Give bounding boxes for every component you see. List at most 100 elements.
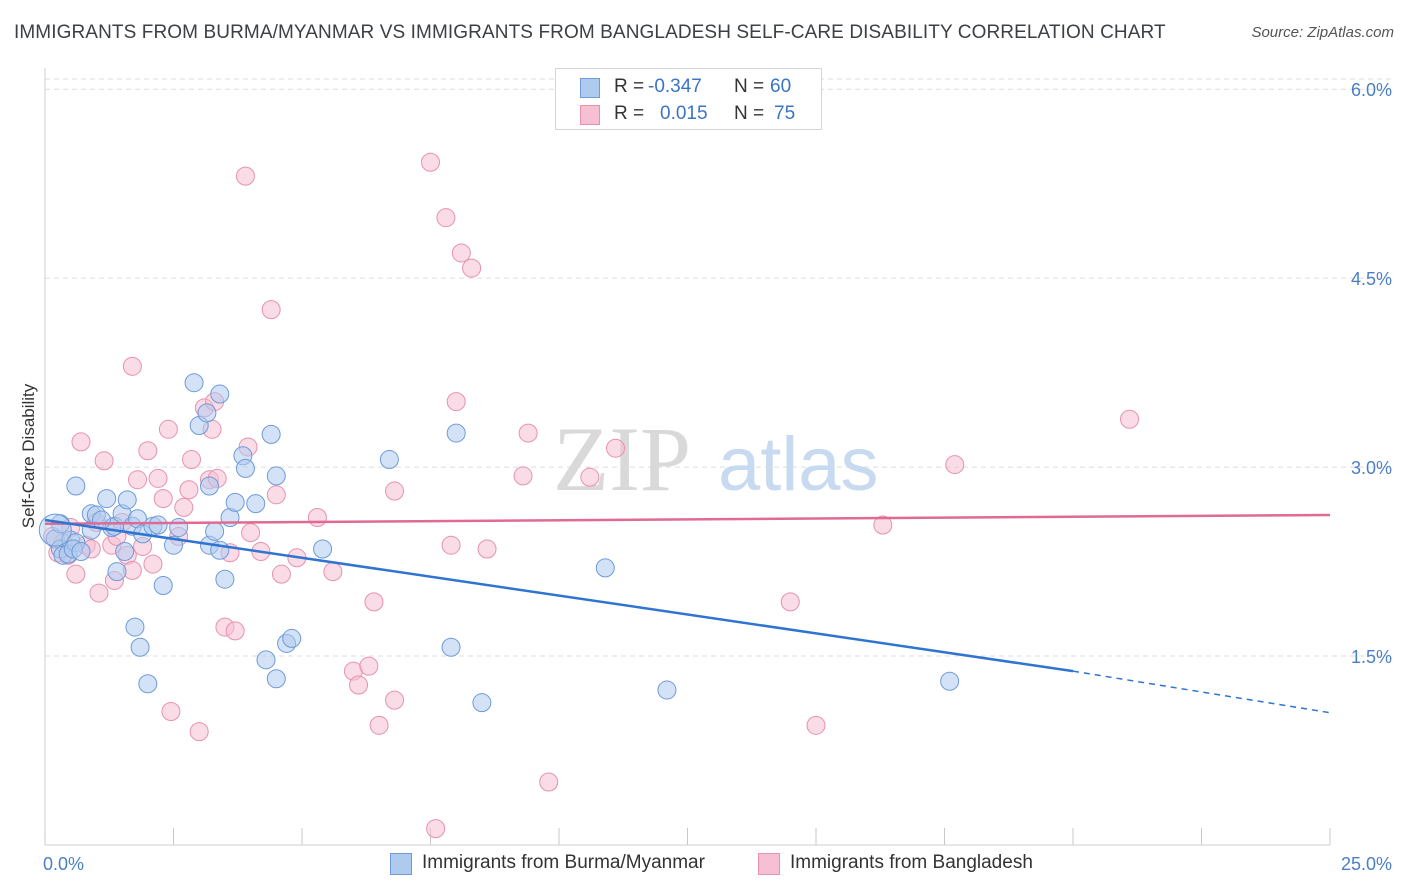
data-point-bangladesh [945, 455, 965, 475]
legend-row-bangladesh: R = 0.015 N = 75 [556, 101, 821, 129]
data-point-burma [169, 518, 189, 538]
data-point-bangladesh [179, 480, 199, 500]
data-point-bangladesh [421, 152, 440, 172]
data-point-bangladesh [266, 485, 286, 505]
data-point-burma [130, 637, 150, 657]
trend-lines [44, 513, 1331, 714]
data-point-burma [446, 423, 466, 443]
legend-r-value: 0.015 [660, 103, 708, 124]
data-point-burma [205, 521, 225, 541]
data-point-bangladesh [161, 701, 181, 721]
data-point-bangladesh [71, 432, 91, 452]
data-point-bangladesh [873, 515, 893, 535]
data-point-bangladesh [369, 715, 389, 735]
data-point-bangladesh [385, 690, 405, 710]
data-point-bangladesh [441, 535, 461, 555]
tick-labels: 1.5% 3.0% 4.5% 6.0% 0.0% 25.0% [43, 80, 1392, 874]
data-point-bangladesh [539, 772, 559, 792]
legend-n-value: 75 [774, 103, 796, 124]
data-point-burma [657, 680, 677, 700]
y-tick-label: 3.0% [1351, 458, 1392, 478]
data-point-burma [940, 671, 960, 691]
data-point-bangladesh [143, 554, 163, 574]
data-point-bangladesh [241, 523, 261, 543]
data-point-bangladesh [436, 208, 456, 228]
data-point-burma [472, 693, 492, 713]
data-point-burma [148, 515, 168, 535]
trend-line-bangladesh [44, 513, 1331, 526]
data-point-burma [115, 541, 135, 561]
data-point-bangladesh [426, 819, 446, 839]
data-point-bangladesh [806, 715, 826, 735]
chart-title: IMMIGRANTS FROM BURMA/MYANMAR VS IMMIGRA… [14, 22, 1166, 43]
bottom-legend-swatch-pink [758, 853, 780, 875]
legend-n-label: N = [734, 76, 765, 97]
watermark-zip: ZIP [553, 408, 691, 510]
data-point-burma-cluster [38, 513, 72, 547]
data-point-bangladesh [271, 564, 291, 584]
data-point-burma [210, 384, 230, 404]
data-point-burma [235, 458, 255, 478]
trend-line-burma-extension [1072, 670, 1331, 714]
data-point-bangladesh [518, 423, 538, 443]
data-point-bangladesh [580, 467, 600, 487]
x-tick-label-min: 0.0% [43, 854, 84, 874]
legend-r-label: R = [614, 76, 645, 97]
y-tick-label: 6.0% [1351, 80, 1392, 100]
data-point-burma [256, 650, 276, 670]
data-point-burma [261, 424, 281, 444]
data-point-bangladesh [174, 497, 194, 517]
data-point-bangladesh [89, 583, 109, 603]
y-tick-label: 1.5% [1351, 647, 1392, 667]
legend-n-label: N = [734, 103, 765, 124]
data-point-burma [441, 637, 461, 657]
legend-n-value: 60 [770, 76, 792, 97]
data-point-burma [282, 628, 302, 648]
grid-lines [45, 78, 1392, 657]
data-point-bangladesh [138, 441, 158, 461]
data-point-bangladesh [94, 451, 114, 471]
data-point-bangladesh [359, 656, 379, 676]
y-axis-label: Self-Care Disability [19, 383, 38, 528]
data-point-bangladesh [385, 481, 405, 501]
legend-swatch-pink [580, 105, 600, 125]
data-point-burma [215, 569, 235, 589]
trend-line-burma [44, 518, 1074, 673]
data-point-bangladesh [66, 564, 86, 584]
data-point-burma [153, 576, 173, 596]
data-point-bangladesh [181, 450, 201, 470]
data-point-bangladesh [148, 468, 168, 488]
data-point-bangladesh [122, 356, 142, 376]
data-point-bangladesh [261, 300, 281, 320]
data-point-bangladesh [323, 562, 343, 582]
data-point-bangladesh [364, 592, 384, 612]
data-point-burma [266, 466, 286, 486]
data-point-bangladesh [153, 489, 173, 509]
data-point-bangladesh [446, 392, 466, 412]
y-tick-label: 4.5% [1351, 269, 1392, 289]
data-point-burma [117, 490, 137, 510]
bottom-legend-swatch-blue [390, 853, 412, 875]
data-point-burma [379, 450, 399, 470]
data-point-bangladesh [128, 470, 148, 490]
data-point-burma [313, 539, 333, 559]
data-point-burma [246, 494, 266, 514]
data-point-bangladesh [225, 621, 245, 641]
data-point-bangladesh [451, 243, 471, 263]
data-point-burma [199, 476, 219, 496]
bottom-legend-label-bangladesh: Immigrants from Bangladesh [790, 852, 1033, 873]
legend-r-label: R = [614, 103, 645, 124]
data-point-bangladesh [1120, 409, 1140, 429]
data-point-burma [125, 617, 145, 637]
data-point-bangladesh [158, 419, 178, 439]
x-tick-label-max: 25.0% [1341, 854, 1392, 874]
correlation-legend: R = -0.347 N = 60 R = 0.015 N = 75 [555, 68, 822, 130]
data-point-burma [595, 558, 615, 578]
data-point-bangladesh [462, 258, 482, 278]
data-point-bangladesh [307, 507, 327, 527]
data-point-bangladesh [235, 166, 255, 186]
data-point-burma [225, 492, 245, 512]
series-burma-points [38, 373, 960, 713]
data-point-burma [66, 476, 86, 496]
